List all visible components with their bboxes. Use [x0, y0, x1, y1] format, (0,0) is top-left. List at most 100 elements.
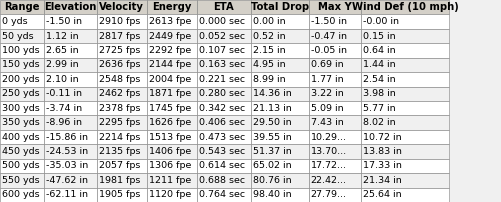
Bar	[147, 29, 197, 43]
Bar	[197, 87, 251, 101]
Text: 5.77 in: 5.77 in	[363, 104, 396, 113]
Bar	[97, 29, 147, 43]
Bar	[97, 130, 147, 144]
Bar	[97, 188, 147, 202]
Bar	[0, 72, 44, 87]
Text: 13.83 in: 13.83 in	[363, 147, 402, 156]
Text: 350 yds: 350 yds	[2, 118, 40, 127]
Text: 0.107 sec: 0.107 sec	[199, 46, 245, 55]
Text: Max Y: Max Y	[318, 2, 352, 12]
Text: 450 yds: 450 yds	[2, 147, 40, 156]
Bar	[147, 188, 197, 202]
Bar	[147, 43, 197, 58]
Text: 2725 fps: 2725 fps	[99, 46, 140, 55]
Text: 3.22 in: 3.22 in	[311, 89, 343, 98]
Text: 1406 fpe: 1406 fpe	[149, 147, 191, 156]
Bar	[197, 14, 251, 29]
Bar	[309, 87, 361, 101]
Text: 0.406 sec: 0.406 sec	[199, 118, 245, 127]
Bar	[44, 159, 97, 173]
Bar	[309, 14, 361, 29]
Text: -0.05 in: -0.05 in	[311, 46, 347, 55]
Bar	[147, 130, 197, 144]
Text: 1513 fpe: 1513 fpe	[149, 133, 191, 142]
Bar	[309, 144, 361, 159]
Text: 1981 fps: 1981 fps	[99, 176, 140, 185]
Text: 3.98 in: 3.98 in	[363, 89, 396, 98]
Text: 13.70...: 13.70...	[311, 147, 347, 156]
Text: 250 yds: 250 yds	[2, 89, 40, 98]
Bar	[361, 130, 449, 144]
Bar	[44, 173, 97, 188]
Bar	[197, 173, 251, 188]
Text: 500 yds: 500 yds	[2, 161, 40, 170]
Bar	[97, 87, 147, 101]
Bar	[309, 43, 361, 58]
Text: -1.50 in: -1.50 in	[46, 17, 82, 26]
Bar	[44, 29, 97, 43]
Bar	[309, 173, 361, 188]
Bar	[251, 188, 309, 202]
Text: 8.02 in: 8.02 in	[363, 118, 396, 127]
Bar	[0, 130, 44, 144]
Text: -8.96 in: -8.96 in	[46, 118, 82, 127]
Text: 21.13 in: 21.13 in	[253, 104, 292, 113]
Bar	[361, 14, 449, 29]
Text: 10.29...: 10.29...	[311, 133, 347, 142]
Text: 65.02 in: 65.02 in	[253, 161, 292, 170]
Bar	[0, 101, 44, 115]
Text: 0.64 in: 0.64 in	[363, 46, 396, 55]
Bar	[97, 43, 147, 58]
Text: 0.614 sec: 0.614 sec	[199, 161, 245, 170]
Bar	[361, 144, 449, 159]
Text: 2292 fpe: 2292 fpe	[149, 46, 191, 55]
Bar	[197, 72, 251, 87]
Bar	[197, 58, 251, 72]
Bar	[147, 72, 197, 87]
Bar	[361, 29, 449, 43]
Bar	[197, 29, 251, 43]
Text: 98.40 in: 98.40 in	[253, 190, 292, 199]
Text: 2144 fpe: 2144 fpe	[149, 60, 191, 69]
Bar	[44, 101, 97, 115]
Text: 27.79...: 27.79...	[311, 190, 347, 199]
Bar	[97, 58, 147, 72]
Text: 2613 fpe: 2613 fpe	[149, 17, 191, 26]
Text: 100 yds: 100 yds	[2, 46, 40, 55]
Bar	[0, 188, 44, 202]
Text: 0.69 in: 0.69 in	[311, 60, 343, 69]
Text: 29.50 in: 29.50 in	[253, 118, 292, 127]
Bar	[0, 87, 44, 101]
Bar	[361, 115, 449, 130]
Bar	[97, 173, 147, 188]
Text: 8.99 in: 8.99 in	[253, 75, 286, 84]
Text: 0.000 sec: 0.000 sec	[199, 17, 245, 26]
Bar	[0, 14, 44, 29]
Text: 2.15 in: 2.15 in	[253, 46, 286, 55]
Bar	[147, 115, 197, 130]
Bar	[309, 188, 361, 202]
Bar	[97, 144, 147, 159]
Bar	[147, 14, 197, 29]
Text: 10.72 in: 10.72 in	[363, 133, 402, 142]
Bar	[197, 0, 251, 14]
Bar	[251, 43, 309, 58]
Bar	[147, 87, 197, 101]
Text: 0.764 sec: 0.764 sec	[199, 190, 245, 199]
Bar	[44, 115, 97, 130]
Bar	[361, 101, 449, 115]
Text: 2817 fps: 2817 fps	[99, 32, 140, 41]
Bar	[309, 72, 361, 87]
Text: 2548 fps: 2548 fps	[99, 75, 140, 84]
Bar	[309, 130, 361, 144]
Bar	[251, 0, 309, 14]
Text: 5.09 in: 5.09 in	[311, 104, 343, 113]
Text: 1626 fpe: 1626 fpe	[149, 118, 191, 127]
Bar	[197, 144, 251, 159]
Text: 0.52 in: 0.52 in	[253, 32, 286, 41]
Bar	[97, 0, 147, 14]
Text: 51.37 in: 51.37 in	[253, 147, 292, 156]
Bar	[147, 173, 197, 188]
Bar	[0, 29, 44, 43]
Bar	[44, 188, 97, 202]
